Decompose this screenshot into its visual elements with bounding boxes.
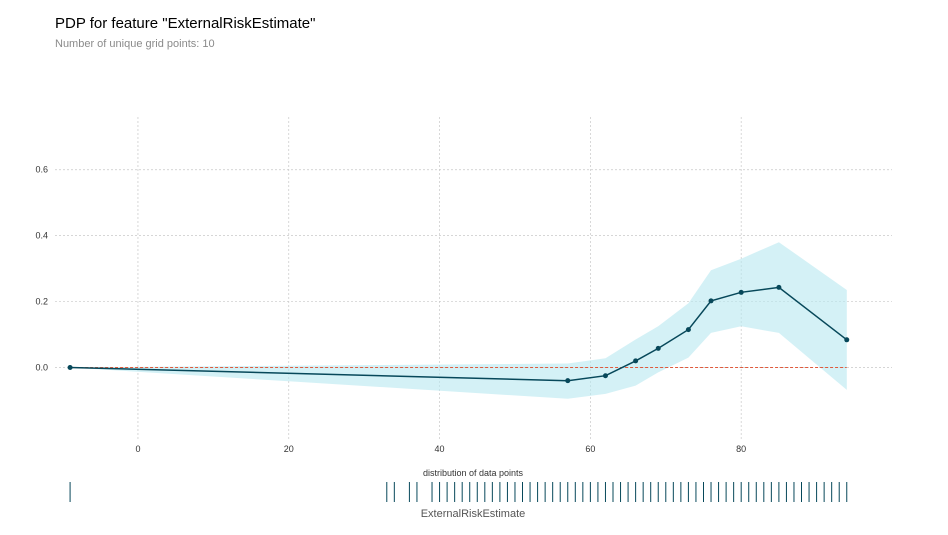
rug-title: distribution of data points xyxy=(423,468,524,478)
pdp-point xyxy=(685,327,691,333)
pdp-point xyxy=(602,373,608,379)
rug-layer xyxy=(69,482,848,502)
pdp-point xyxy=(67,364,73,370)
pdp-point xyxy=(565,378,571,384)
pdp-point xyxy=(776,284,782,290)
y-tick-label: 0.2 xyxy=(35,297,48,307)
x-tick-label: 20 xyxy=(284,444,294,454)
x-tick-label: 0 xyxy=(135,444,140,454)
x-tick-label: 40 xyxy=(435,444,445,454)
confidence-band xyxy=(70,242,847,399)
chart-subtitle: Number of unique grid points: 10 xyxy=(55,38,215,50)
x-tick-label: 60 xyxy=(585,444,595,454)
y-tick-label: 0.4 xyxy=(35,231,48,241)
x-axis-label: ExternalRiskEstimate xyxy=(421,508,526,520)
chart-title: PDP for feature "ExternalRiskEstimate" xyxy=(55,15,316,32)
pdp-point xyxy=(738,289,744,295)
pdp-line-layer xyxy=(67,284,850,384)
pdp-line xyxy=(70,286,848,382)
y-tick-label: 0.6 xyxy=(35,165,48,175)
pdp-point xyxy=(655,345,661,351)
tick-label-layer: 0 20 40 60 80 0.0 0.2 0.4 0.6 xyxy=(35,165,746,454)
pdp-point xyxy=(844,337,850,343)
x-tick-label: 80 xyxy=(736,444,746,454)
confidence-band-layer xyxy=(70,242,847,399)
y-tick-label: 0.0 xyxy=(35,362,48,372)
pdp-point xyxy=(633,358,639,364)
pdp-point xyxy=(708,298,714,304)
